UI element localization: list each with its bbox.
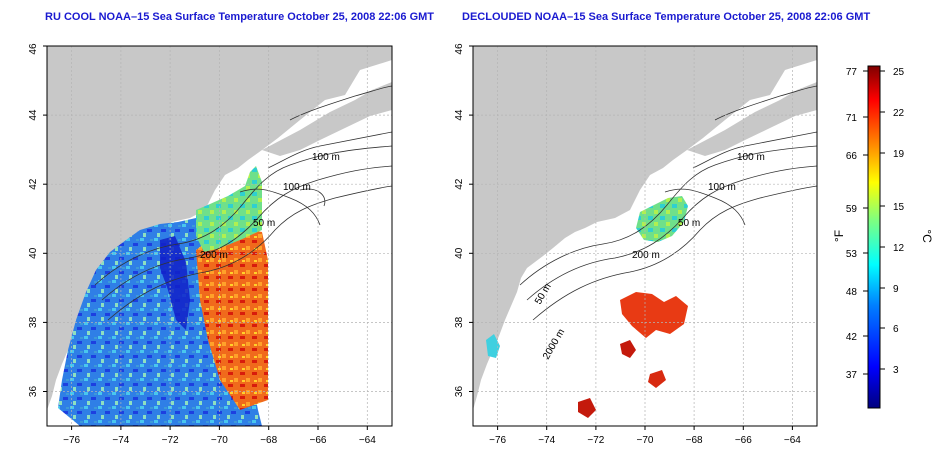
lon-tick: −74 [538, 435, 555, 446]
lon-tick: −64 [784, 435, 801, 446]
left-map-panel: 100 m 100 m 50 m 200 m −76 −74 −72 −70 −… [28, 43, 393, 446]
right-lat-ticks: 36 38 40 42 44 46 [454, 43, 465, 397]
lat-tick: 40 [454, 247, 465, 259]
left-lat-ticks: 36 38 40 42 44 46 [28, 43, 39, 397]
c-tick: 9 [893, 284, 899, 295]
nova-scotia-land [687, 82, 817, 156]
lon-tick: −70 [637, 435, 654, 446]
sst-patch-warm-small [578, 398, 596, 418]
contour-label: 100 m [708, 182, 736, 193]
lon-tick: −76 [489, 435, 506, 446]
graticule [47, 46, 392, 426]
left-map-title: RU COOL NOAA–15 Sea Surface Temperature … [45, 11, 435, 23]
colorbar-gradient [867, 65, 881, 409]
sst-patch-coastal [486, 334, 500, 358]
lat-tick: 38 [454, 316, 465, 328]
colorbar-c-ticks: 25 22 19 15 12 9 6 3 [893, 67, 905, 376]
sst-patch-warm-small [648, 370, 666, 388]
lon-tick: −74 [112, 435, 129, 446]
contour-label: 200 m [200, 250, 228, 261]
right-map-title: DECLOUDED NOAA–15 Sea Surface Temperatur… [462, 11, 871, 23]
land-mass [473, 46, 817, 410]
contour-label: 100 m [737, 152, 765, 163]
lon-tick: −68 [686, 435, 703, 446]
lon-tick: −76 [63, 435, 80, 446]
lat-tick: 44 [454, 109, 465, 121]
lat-tick: 36 [28, 386, 39, 398]
lat-tick: 46 [28, 43, 39, 55]
nova-scotia-land [262, 82, 392, 156]
lat-tick: 46 [454, 43, 465, 55]
right-lon-ticks: −76 −74 −72 −70 −68 −66 −64 [489, 435, 801, 446]
left-tick-marks [43, 45, 368, 430]
f-tick: 71 [846, 113, 858, 124]
colorbar-f-label: °F [832, 230, 846, 242]
colorbar: 77 71 66 59 53 48 42 37 25 22 19 15 12 9… [832, 65, 934, 409]
c-tick: 3 [893, 365, 899, 376]
bathymetry-contours [519, 85, 817, 321]
lon-tick: −72 [587, 435, 604, 446]
colorbar-tick-marks [863, 70, 885, 375]
f-tick: 42 [846, 332, 858, 343]
contour-label: 100 m [312, 152, 340, 163]
sst-patch-shelf [636, 196, 688, 242]
lat-tick: 38 [28, 316, 39, 328]
bathymetry-contours [94, 85, 392, 321]
lat-tick: 40 [28, 247, 39, 259]
right-tick-marks [469, 45, 793, 430]
lon-tick: −72 [162, 435, 179, 446]
lon-tick: −64 [359, 435, 376, 446]
right-map-panel: 100 m 100 m 50 m 200 m 50 m 2000 m −76 −… [454, 43, 818, 446]
f-tick: 77 [846, 67, 858, 78]
colorbar-f-ticks: 77 71 66 59 53 48 42 37 [846, 67, 858, 381]
f-tick: 66 [846, 151, 858, 162]
f-tick: 59 [846, 204, 858, 215]
lon-tick: −66 [310, 435, 327, 446]
c-tick: 6 [893, 324, 899, 335]
left-lon-ticks: −76 −74 −72 −70 −68 −66 −64 [63, 435, 376, 446]
land-mass [47, 46, 392, 410]
c-tick: 15 [893, 202, 905, 213]
lat-tick: 42 [454, 178, 465, 190]
f-tick: 37 [846, 370, 858, 381]
lon-tick: −70 [211, 435, 228, 446]
c-tick: 25 [893, 67, 905, 78]
c-tick: 22 [893, 108, 905, 119]
sst-swath-warm [196, 228, 268, 410]
graticule [473, 46, 817, 426]
sst-patch-warm-small [620, 340, 636, 358]
contour-label: 50 m [678, 218, 700, 229]
colorbar-c-label: °C [920, 229, 934, 243]
contour-label: 50 m [253, 218, 275, 229]
c-tick: 19 [893, 149, 905, 160]
lon-tick: −68 [260, 435, 277, 446]
contour-label: 200 m [632, 250, 660, 261]
lon-tick: −66 [735, 435, 752, 446]
lat-tick: 42 [28, 178, 39, 190]
lat-tick: 36 [454, 386, 465, 398]
c-tick: 12 [893, 243, 905, 254]
lat-tick: 44 [28, 109, 39, 121]
sst-patch-warm [620, 292, 688, 338]
f-tick: 53 [846, 249, 858, 260]
contour-label: 100 m [283, 182, 311, 193]
swath-edge-clear [268, 232, 392, 426]
f-tick: 48 [846, 287, 858, 298]
